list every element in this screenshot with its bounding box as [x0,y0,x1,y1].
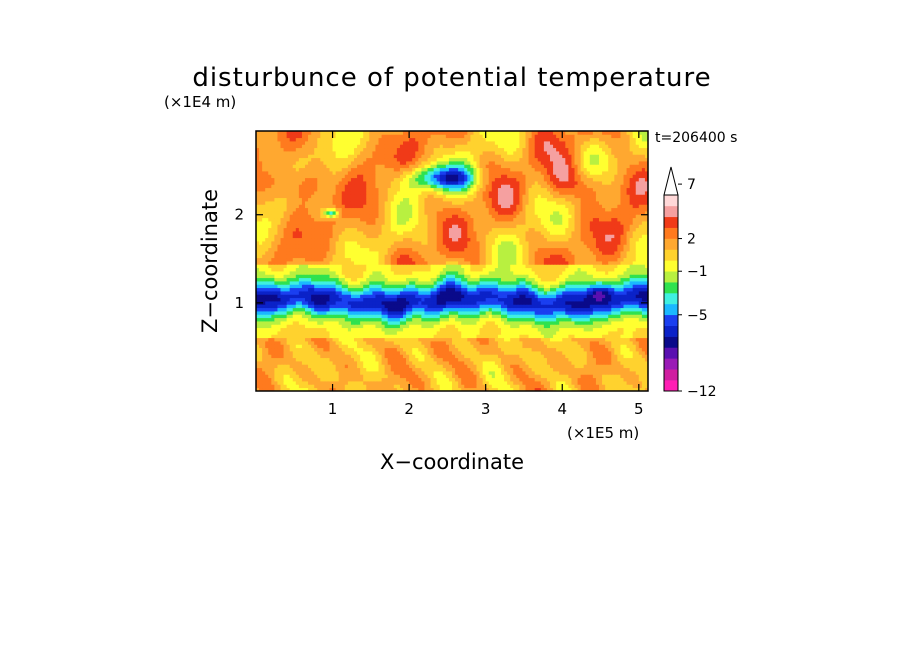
colorbar-swatch [664,238,678,250]
x-tick-label: 3 [481,400,491,418]
colorbar-swatch [664,303,678,316]
colorbar-frame [663,194,679,392]
y-axis-label: Z−coordinate [198,189,222,333]
colorbar-tick-label: 2 [687,232,696,248]
time-label: t=206400 s [655,130,737,146]
colorbar-extend-arrow [663,166,679,196]
x-axis: 1 2 3 4 5 [328,131,644,418]
colorbar-swatch [664,358,678,370]
colorbar-tick-label: −5 [687,308,708,324]
x-unit-label: (×1E5 m) [567,424,639,442]
x-tick-label: 5 [634,400,644,418]
colorbar-tick-label: 7 [687,177,696,193]
colorbar-swatch [664,271,678,283]
colorbar-swatch [664,325,678,337]
colorbar-swatch [664,369,678,381]
colorbar-tick-label: −12 [687,384,717,400]
colorbar-swatch [664,282,678,294]
colorbar: −12−5−127 [663,166,717,400]
colorbar-swatch [664,380,678,392]
colorbar-swatch [664,205,678,218]
colorbar-swatch [664,249,678,261]
colorbar-swatch [664,347,678,359]
colorbar-swatch [664,216,678,228]
colorbar-tick-label: −1 [687,264,708,280]
colorbar-swatch [664,314,678,326]
x-tick-label: 4 [557,400,567,418]
colorbar-swatch [664,195,678,207]
contour-field [256,131,648,391]
plot-frame [255,130,649,392]
y-unit-label: (×1E4 m) [164,93,236,111]
x-tick-label: 2 [404,400,414,418]
colorbar-swatch [664,336,678,348]
x-axis-label: X−coordinate [380,450,524,474]
y-axis: 12 [234,206,648,312]
y-tick-label: 1 [234,294,244,312]
y-tick-label: 2 [234,206,244,224]
colorbar-swatch [664,260,678,272]
colorbar-swatch [664,227,678,239]
chart-title: disturbunce of potential temperature [192,63,711,93]
colorbar-swatch [664,293,678,305]
x-tick-label: 1 [328,400,338,418]
